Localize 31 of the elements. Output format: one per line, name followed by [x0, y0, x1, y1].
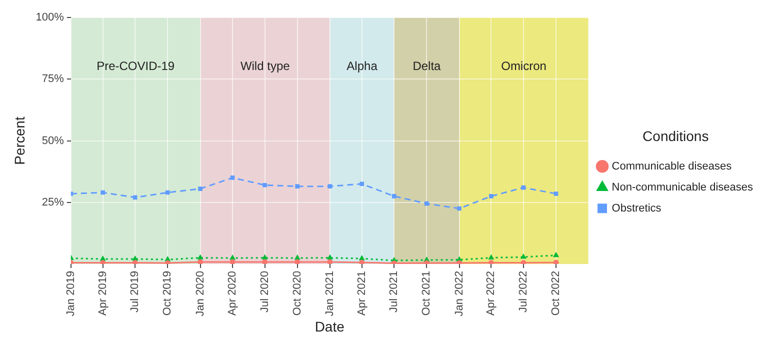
- band-label: Delta: [412, 59, 442, 74]
- legend-label: Obstretics: [612, 202, 662, 214]
- y-tick-label: 75%: [42, 73, 64, 86]
- x-tick-label: Oct 2021: [420, 270, 433, 316]
- y-tick-label: 50%: [42, 134, 64, 147]
- x-tick-label: Apr 2020: [226, 270, 239, 316]
- x-tick-label: Jan 2020: [194, 270, 206, 316]
- x-tick-label: Apr 2019: [96, 270, 109, 316]
- x-tick-label: Jan 2019: [64, 270, 77, 316]
- band-label: Pre-COVID-19: [96, 59, 175, 74]
- legend-label: Non-communicable diseases: [612, 181, 754, 194]
- x-tick-label: Oct 2019: [162, 270, 174, 316]
- band-label: Wild type: [240, 59, 290, 74]
- y-axis-title: Percent: [11, 116, 28, 165]
- x-tick-label: Jul 2022: [517, 270, 530, 313]
- x-tick-label: Jul 2019: [129, 270, 142, 313]
- x-axis-title: Date: [314, 318, 345, 334]
- band-label: Omicron: [501, 59, 546, 74]
- x-tick-label: Jul 2020: [258, 270, 271, 313]
- x-tick-label: Oct 2020: [291, 270, 304, 316]
- x-tick-label: Jan 2021: [324, 270, 336, 316]
- band-label: Alpha: [346, 59, 378, 74]
- x-tick-label: Jan 2022: [453, 270, 466, 316]
- legend-title: Conditions: [642, 128, 709, 144]
- y-tick-label: 25%: [42, 196, 64, 208]
- x-tick-label: Oct 2022: [550, 270, 562, 316]
- y-tick-label: 100%: [36, 12, 64, 24]
- legend-label: Communicable diseases: [612, 160, 732, 172]
- x-tick-label: Jul 2021: [388, 270, 400, 313]
- x-tick-label: Apr 2022: [485, 270, 498, 316]
- x-tick-label: Apr 2021: [356, 270, 368, 316]
